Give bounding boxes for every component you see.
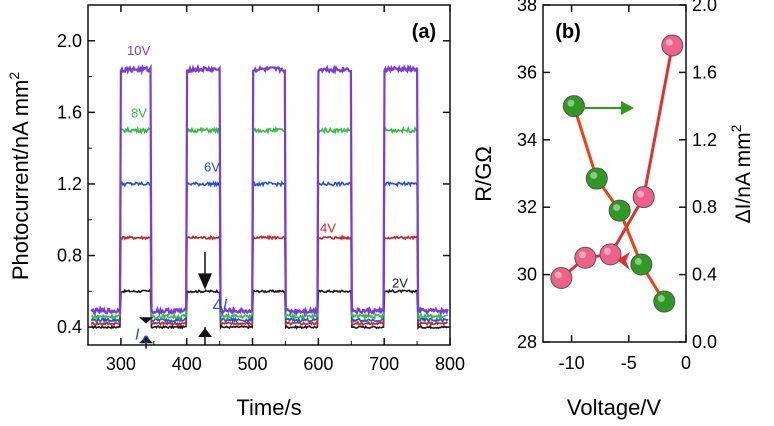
panel-a-annotations: ΔI I 0 [135,251,227,349]
data-point-ΔI [653,290,676,313]
panel-a-ylabel: Photocurrent/nA mm [8,80,33,281]
svg-text:ΔI/nA mm2: ΔI/nA mm2 [728,124,755,223]
delta-arrowhead-top [198,273,212,290]
y-right-tick-label: 0.4 [692,265,717,285]
x-tick-label: 500 [238,354,268,374]
x-tick-label: 800 [435,354,465,374]
left-axis-arrow [617,252,630,270]
data-point-highlight [578,251,586,259]
y-left-tick-label: 38 [517,0,537,15]
data-point-R [632,186,655,209]
data-point-highlight [634,257,642,265]
data-point-R [574,246,597,269]
y-right-tick-label: 1.6 [692,62,717,82]
data-point-highlight [603,247,611,255]
data-point-highlight [665,38,673,46]
panel-a-plot-area [90,63,449,331]
panel-a-ylabel-sup: 2 [6,72,22,80]
panel-b-ylabel-left: R/GΩ [471,146,496,202]
panel-b-label: (b) [555,21,581,43]
x-tick-label: 300 [106,354,136,374]
data-point-highlight [554,271,562,279]
series-label-10V: 10V [127,43,150,58]
x-tick-label: 400 [172,354,202,374]
y-right-tick-label: 0.8 [692,197,717,217]
delta-arrowhead-bottom [198,328,212,337]
x-tick-label: -5 [621,353,637,373]
panel-a-label: (a) [412,21,436,43]
panel-b: -10 -5 0 28 30 32 34 36 38 0.0 0.4 0.8 1.2 1.6 2.0 (b)… [471,0,755,420]
y-tick-label: 1.6 [57,102,82,122]
svg-text:Photocurrent/nA mm2: Photocurrent/nA mm2 [6,72,33,281]
y-right-tick-label: 0.0 [692,332,717,352]
data-point-R [661,34,684,57]
data-point-highlight [657,295,665,303]
y-tick-label: 1.2 [57,174,82,194]
data-point-highlight [613,204,621,212]
series-line-10V [90,63,449,317]
delta-i-label: ΔI [212,296,227,313]
right-axis-arrow [582,101,634,115]
i0-arrowhead-bottom [139,336,153,344]
data-point-ΔI [630,253,653,276]
i0-arrowhead-top [139,317,153,324]
data-point-ΔI [562,95,585,118]
panel-a-ticks: 300 400 500 600 700 800 0.4 0.8 1.2 1.6 2.0 [57,4,465,374]
y-tick-label: 2.0 [57,31,82,51]
series-line-6V [90,180,449,325]
y-left-tick-label: 32 [517,197,537,217]
panel-b-ticks: -10 -5 0 28 30 32 34 36 38 0.0 0.4 0.8 1.2 1.6 2.0 [517,0,717,373]
x-tick-label: 700 [369,354,399,374]
data-point-ΔI [608,199,631,222]
y-left-tick-label: 30 [517,265,537,285]
panel-a-series-labels: 2V 4V 6V 8V 10V [127,43,408,291]
x-tick-label: 0 [681,353,691,373]
i0-subscript: 0 [143,334,149,346]
panel-b-ylabel-right-sup: 2 [728,124,744,132]
data-point-highlight [567,99,575,107]
x-tick-label: 600 [303,354,333,374]
panel-a-xlabel: Time/s [236,395,301,420]
y-tick-label: 0.4 [57,317,82,337]
series-label-8V: 8V [131,106,147,121]
panel-b-ylabel-right: ΔI/nA mm [732,132,755,223]
y-left-tick-label: 36 [517,62,537,82]
data-point-highlight [637,190,645,198]
panel-b-frame [542,4,687,343]
panel-a-ylabel-group: Photocurrent/nA mm2 [6,72,33,281]
series-line-2V [91,288,449,331]
series-label-4V: 4V [320,220,336,235]
y-right-tick-label: 1.2 [692,130,717,150]
i0-label: I [135,327,140,344]
data-point-R [550,266,573,289]
series-label-2V: 2V [392,276,408,291]
series-label-6V: 6V [204,159,220,174]
y-right-tick-label: 2.0 [692,0,717,15]
y-left-tick-label: 28 [517,332,537,352]
series-line-R [560,45,674,280]
data-point-ΔI [585,167,608,190]
panel-b-plot-area [550,34,684,313]
panel-b-xlabel: Voltage/V [567,395,662,420]
y-left-tick-label: 34 [517,130,537,150]
data-point-R [599,243,622,266]
data-point-highlight [590,172,598,180]
y-tick-label: 0.8 [57,246,82,266]
x-tick-label: -10 [559,353,585,373]
panel-a-frame [87,4,451,346]
panel-a: 300 400 500 600 700 800 0.4 0.8 1.2 1.6 2.0 2V 4V 6V… [6,4,465,420]
